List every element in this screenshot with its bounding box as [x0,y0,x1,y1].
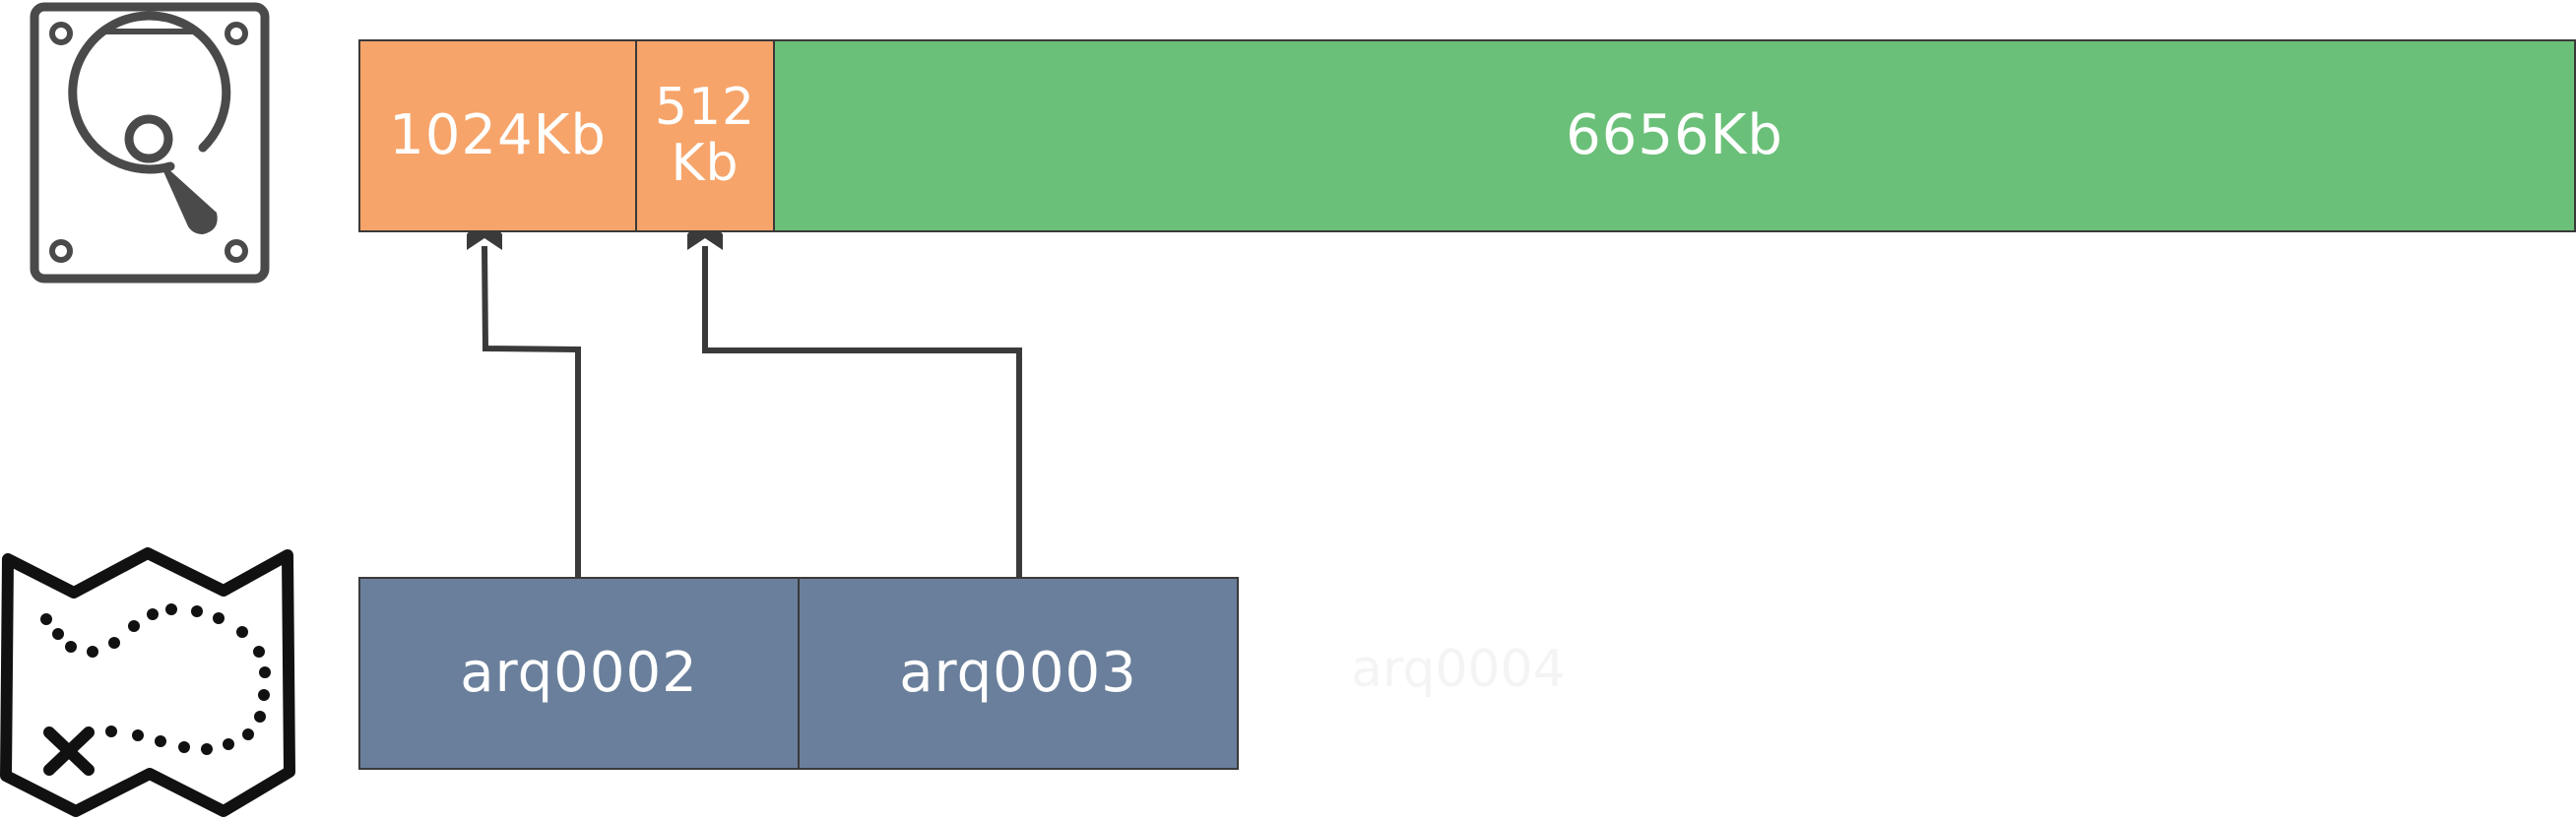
arrow-arq0003-to-512kb [702,246,1022,579]
faded-file-label: arq0004 [1351,640,1566,699]
treasure-map-icon [0,547,295,817]
file-entry-arq0003: arq0003 [798,577,1239,770]
arrow-arq0002-to-1024kb [482,245,581,579]
hard-disk-icon [30,2,270,284]
disk-segment-1024kb: 1024Kb [358,39,637,232]
file-entry-label: arq0003 [899,641,1137,706]
disk-segment-label: 1024Kb [389,103,607,168]
file-entry-label: arq0002 [460,641,698,706]
disk-segment-free: 6656Kb [773,39,2576,232]
disk-segment-label: 512 Kb [654,77,756,193]
disk-segment-label: 6656Kb [1566,103,1783,168]
file-entry-arq0002: arq0002 [358,577,800,770]
disk-segment-512kb: 512 Kb [635,39,775,232]
